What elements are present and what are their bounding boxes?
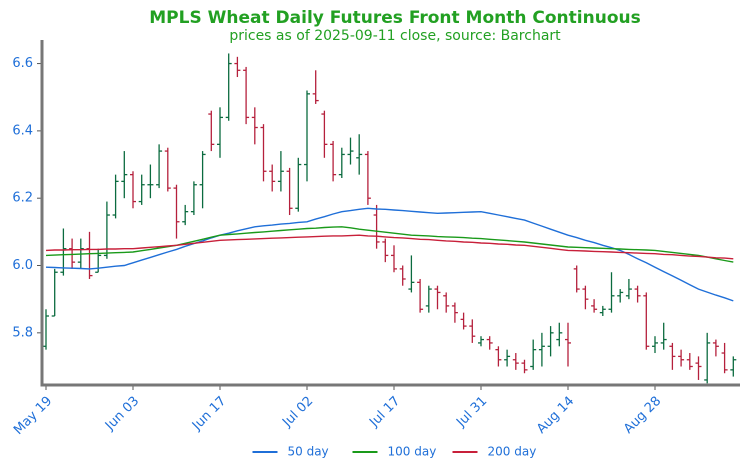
x-tick-label: Jul 31 [453, 394, 490, 431]
ma-line [45, 226, 734, 263]
ma-line [45, 207, 734, 302]
x-tick-label: Aug 14 [534, 394, 577, 437]
y-tick-label: 6.6 [12, 56, 33, 71]
y-tick-label: 6.0 [12, 258, 33, 273]
x-tick-label: Jun 03 [102, 394, 142, 434]
y-tick-label: 6.2 [12, 191, 33, 206]
chart-subtitle: prices as of 2025-09-11 close, source: B… [229, 28, 561, 44]
x-tick-label: Aug 28 [621, 394, 664, 437]
legend-label: 50 day [288, 445, 329, 459]
ma-line [45, 234, 734, 260]
x-tick-label: May 19 [11, 394, 55, 438]
x-tick-label: Jul 17 [366, 394, 403, 431]
legend-label: 200 day [488, 445, 537, 459]
x-tick-label: Jul 02 [279, 394, 316, 431]
x-tick-label: Jun 17 [189, 394, 229, 434]
y-tick-label: 6.4 [12, 123, 33, 138]
legend-label: 100 day [388, 445, 437, 459]
y-tick-label: 5.8 [12, 325, 33, 340]
chart-title: MPLS Wheat Daily Futures Front Month Con… [149, 8, 640, 28]
